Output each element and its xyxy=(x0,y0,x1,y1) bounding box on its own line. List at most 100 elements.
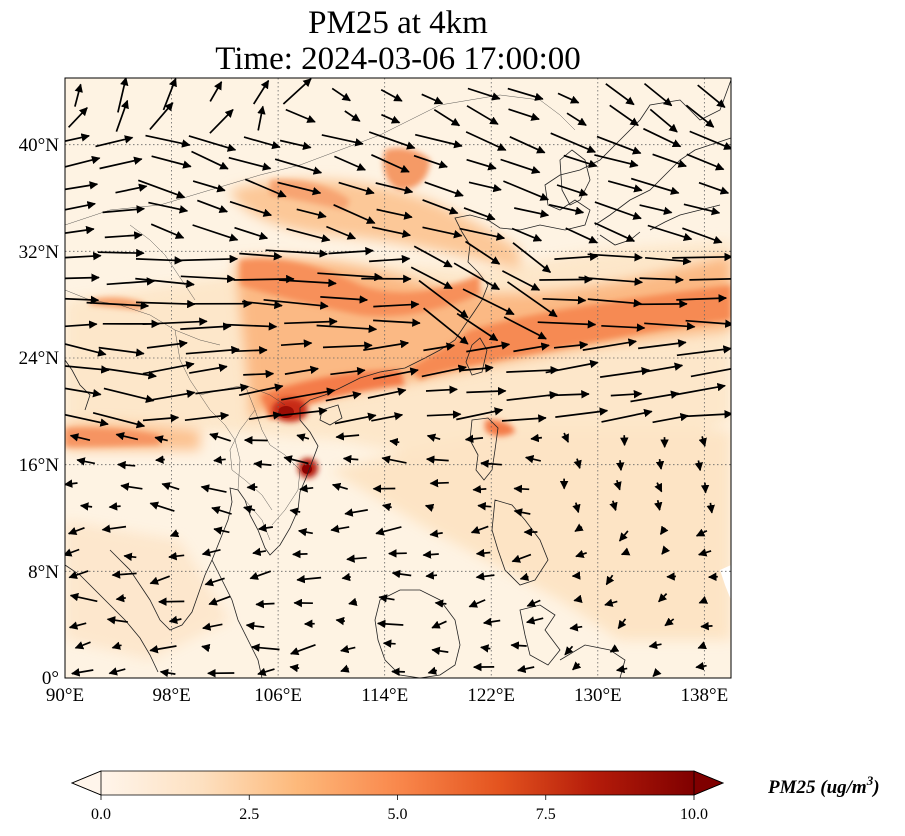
wind-arrow xyxy=(421,93,444,105)
wind-arrow xyxy=(95,135,134,148)
wind-arrow xyxy=(320,295,369,304)
wind-arrow xyxy=(115,183,148,194)
wind-arrow xyxy=(208,595,231,606)
coast-east-asia xyxy=(109,79,731,631)
colorbar-max-extend xyxy=(693,770,725,796)
wind-arrow xyxy=(149,575,170,585)
wind-arrow xyxy=(330,524,350,533)
wind-arrow xyxy=(253,460,272,469)
coast-luzon xyxy=(469,417,499,481)
wind-arrow xyxy=(68,570,89,580)
wind-arrow xyxy=(652,412,689,424)
wind-arrow xyxy=(290,644,316,656)
wind-arrow xyxy=(654,482,663,493)
wind-arrow xyxy=(98,346,145,357)
wind-arrow xyxy=(192,224,239,242)
wind-arrow xyxy=(601,323,646,332)
wind-arrow xyxy=(507,281,558,318)
wind-arrow xyxy=(111,641,122,650)
wind-arrow xyxy=(296,574,322,584)
wind-arrow xyxy=(513,484,530,494)
wind-arrow xyxy=(526,599,541,607)
wind-arrow xyxy=(456,312,499,342)
wind-arrow xyxy=(582,338,637,351)
lon-tick-label: 98°E xyxy=(152,685,190,706)
wind-arrow xyxy=(561,432,569,443)
wind-arrow xyxy=(659,525,669,535)
wind-arrow xyxy=(512,242,552,273)
lat-tick-label: 16°N xyxy=(19,455,60,476)
wind-arrow xyxy=(601,408,653,423)
wind-arrow xyxy=(201,548,221,557)
wind-arrow xyxy=(145,134,191,148)
wind-arrow xyxy=(326,225,357,240)
wind-arrow xyxy=(189,363,228,374)
wind-arrow xyxy=(425,385,458,394)
wind-arrow xyxy=(149,645,177,654)
wind-arrow xyxy=(564,645,574,656)
wind-arrow xyxy=(168,615,182,625)
colorbar-tick-label: 0.0 xyxy=(91,806,111,823)
wind-arrow xyxy=(475,572,495,581)
wind-arrow xyxy=(511,553,532,563)
wind-arrow xyxy=(654,500,663,511)
wind-arrow xyxy=(460,364,494,373)
wind-arrow xyxy=(369,254,411,264)
wind-arrow xyxy=(101,524,127,533)
wind-arrow xyxy=(413,245,453,268)
wind-arrow xyxy=(381,502,392,512)
wind-arrow xyxy=(367,387,407,399)
wind-arrow xyxy=(148,201,189,214)
wind-arrow xyxy=(102,205,146,214)
wind-arrow xyxy=(108,667,126,676)
wind-arrow xyxy=(65,225,95,235)
coast-hainan xyxy=(319,404,343,426)
wind-arrow xyxy=(697,548,712,557)
wind-arrow xyxy=(610,389,643,399)
wind-arrow xyxy=(607,180,643,193)
wind-arrow xyxy=(330,366,366,376)
wind-arrow xyxy=(371,412,404,422)
wind-arrow xyxy=(334,412,377,425)
wind-arrow xyxy=(599,366,651,378)
wind-arrow xyxy=(685,104,715,128)
wind-arrow xyxy=(99,156,143,170)
wind-arrow xyxy=(555,407,609,418)
wind-arrow xyxy=(565,227,598,244)
wind-arrow xyxy=(620,547,631,556)
wind-arrow xyxy=(161,482,180,491)
wind-arrow xyxy=(422,226,463,239)
wind-arrow xyxy=(421,364,467,378)
wind-arrow xyxy=(142,413,180,423)
wind-arrow xyxy=(342,454,359,464)
colorbar-tick-label: 7.5 xyxy=(536,806,556,823)
wind-arrow xyxy=(299,484,314,493)
wind-arrow xyxy=(381,113,401,124)
wind-arrow xyxy=(596,135,642,155)
wind-arrow xyxy=(700,482,710,494)
wind-arrow xyxy=(382,639,396,648)
wind-arrow xyxy=(251,643,280,652)
wind-arrow xyxy=(159,668,176,678)
wind-arrow xyxy=(652,667,662,678)
wind-arrow xyxy=(67,527,85,536)
wind-arrow xyxy=(502,270,541,291)
wind-arrow xyxy=(661,545,671,555)
wind-arrow xyxy=(501,414,547,423)
wind-arrow xyxy=(115,593,126,603)
wind-arrow xyxy=(257,523,274,533)
wind-arrow xyxy=(292,549,308,559)
wind-arrow xyxy=(373,318,421,327)
wind-arrow xyxy=(104,231,143,240)
wind-arrow xyxy=(79,502,93,511)
wind-arrow xyxy=(142,361,195,375)
wind-arrow xyxy=(248,411,282,420)
wind-arrow xyxy=(278,278,337,288)
wind-arrow xyxy=(65,320,98,329)
wind-arrow xyxy=(465,131,507,151)
wind-arrow xyxy=(334,155,366,171)
wind-arrow xyxy=(427,666,438,675)
wind-arrow xyxy=(65,295,100,305)
wind-arrow xyxy=(431,646,449,656)
